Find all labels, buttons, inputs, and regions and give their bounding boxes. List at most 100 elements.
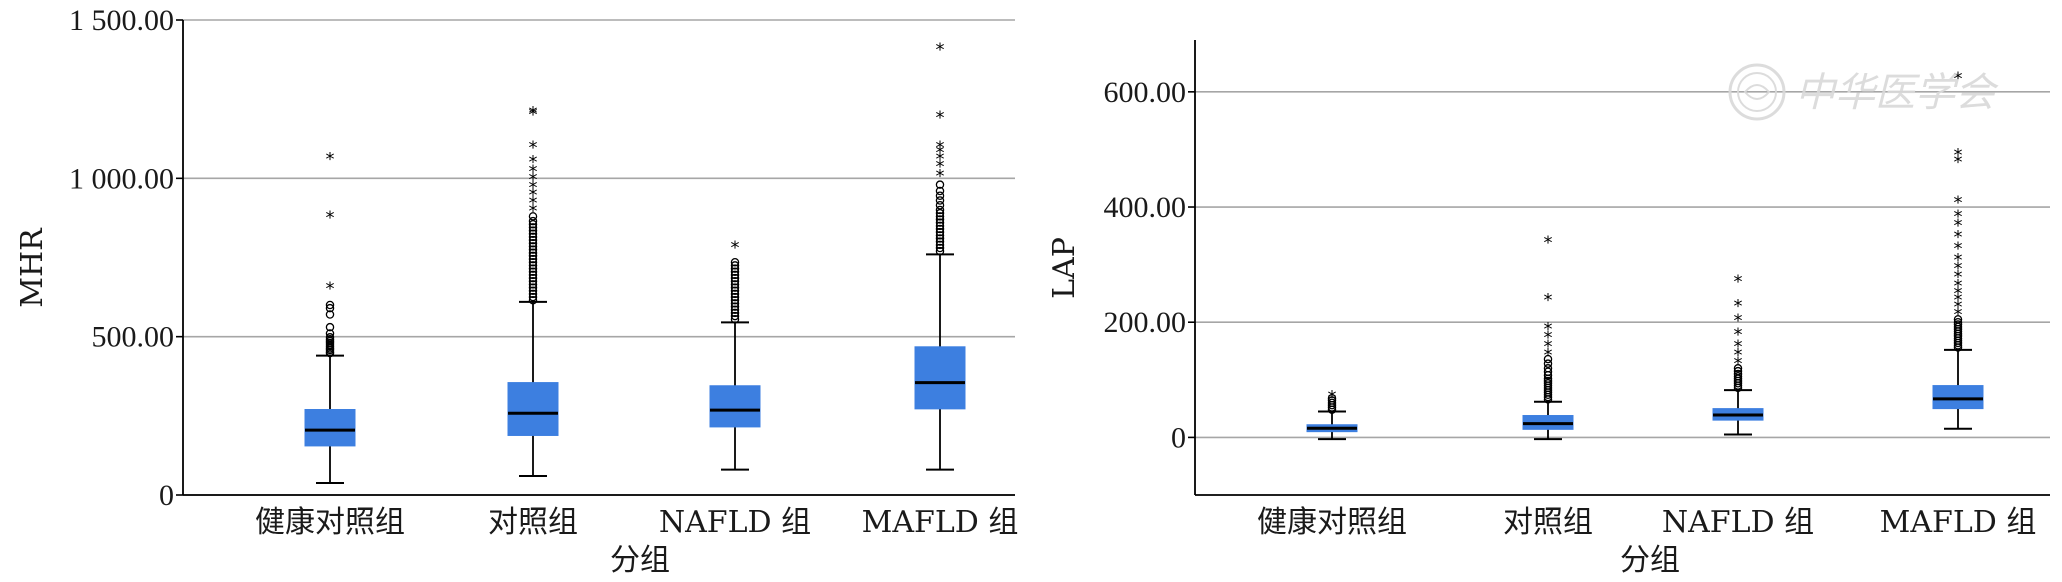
extreme-point: * [1954,192,1963,213]
x-category-label: 健康对照组 [1257,505,1407,540]
outlier-point [730,299,740,308]
outlier-point [935,200,945,210]
extreme-point: * [529,161,538,182]
extreme-point: * [529,193,538,214]
extreme-point: * [1734,354,1743,375]
extreme-point: * [1954,305,1963,326]
x-category-label: MAFLD 组 [1880,505,2037,540]
outlier-point [935,186,945,196]
outlier-point [1733,372,1743,381]
outlier-point [730,283,740,292]
iqr-box [1932,385,1984,410]
outlier-point [1543,379,1553,388]
extreme-point: * [1954,259,1963,280]
gridlines [1195,91,2050,439]
x-category-label: 健康对照组 [255,505,405,540]
outlier-point [730,314,740,324]
outlier-point [1327,398,1337,408]
outlier-point [528,245,538,254]
outlier-point [1543,359,1553,368]
outlier-point [1543,354,1553,364]
y-tick-label: 1 000.00 [69,162,174,195]
outlier-point [730,257,740,267]
iqr-box [304,409,356,447]
extreme-point: * [1734,336,1743,357]
box-1: ****** [1522,233,1574,441]
box-2: ******* [1712,272,1764,436]
axes [182,20,1015,496]
x-category-label: NAFLD 组 [1662,505,1814,540]
extreme-point: * [936,108,945,129]
outlier-point [730,286,740,295]
outlier-point [730,280,740,289]
extreme-point: * [529,177,538,198]
watermark: 中华医学会 [1728,63,1999,121]
outlier-point [1733,369,1743,379]
outlier-point [935,215,945,224]
outlier-point [935,180,945,189]
extreme-point: * [1734,296,1743,317]
outlier-point [528,289,538,299]
outlier-point [528,212,538,221]
outlier-point [935,218,945,227]
y-tick-label: 1 500.00 [69,4,174,37]
outlier-point [1953,317,1963,327]
outlier-point [528,295,538,305]
extreme-point: * [1734,310,1743,331]
box-1: ********** [507,103,559,477]
outlier-point [730,305,740,314]
outlier-point [730,264,740,273]
box-group: ****************************** [1306,68,1984,441]
extreme-point: * [1954,297,1963,318]
iqr-box [507,382,559,436]
outlier-point [935,191,945,200]
outlier-point [730,289,740,299]
outlier-point [528,216,538,226]
extreme-point: * [326,279,335,300]
outlier-point [528,280,538,289]
outlier-point [935,205,945,215]
box-2: * [709,237,761,471]
x-category-label: 对照组 [488,505,578,540]
outlier-point [325,300,335,310]
watermark-text: 中华医学会 [1795,70,1999,116]
extreme-point: * [936,149,945,170]
extreme-point: * [529,104,538,125]
outlier-point [935,234,945,243]
outlier-point [730,302,740,311]
outlier-point [528,286,538,295]
box-0: * * * [304,149,356,484]
x-category-labels: 健康对照组 对照组 NAFLD 组 MAFLD 组 [255,505,1018,540]
outlier-point [935,221,945,231]
outlier-point [528,238,538,248]
outlier-point [528,219,538,229]
extreme-point: * [1734,272,1743,293]
outlier-point [528,273,538,283]
outlier-point [935,208,945,218]
outlier-point [325,333,335,342]
outlier-point [730,311,740,321]
extreme-point: * [1954,267,1963,288]
y-tick-labels: 0 500.00 1 000.00 1 500.00 [69,4,183,512]
x-category-label: 对照组 [1503,505,1593,540]
extreme-point: * [529,185,538,206]
outlier-point [528,235,538,245]
extreme-point: * [1544,328,1553,349]
outlier-point [528,261,538,270]
outlier-point [730,261,740,270]
outlier-point [528,223,538,232]
x-category-label: MAFLD 组 [862,505,1019,540]
y-axis-title: MHR [15,227,50,308]
outlier-point [528,283,538,292]
y-tick-label: 0 [159,479,174,512]
outlier-point [935,224,945,234]
extreme-point: * [529,103,538,124]
outlier-point [528,267,538,276]
outlier-point [730,276,740,286]
outlier-point [325,329,335,338]
extreme-point: * [936,138,945,159]
extreme-point: * [326,149,335,170]
box-0: * [1306,387,1358,441]
extreme-point: * [529,201,538,222]
